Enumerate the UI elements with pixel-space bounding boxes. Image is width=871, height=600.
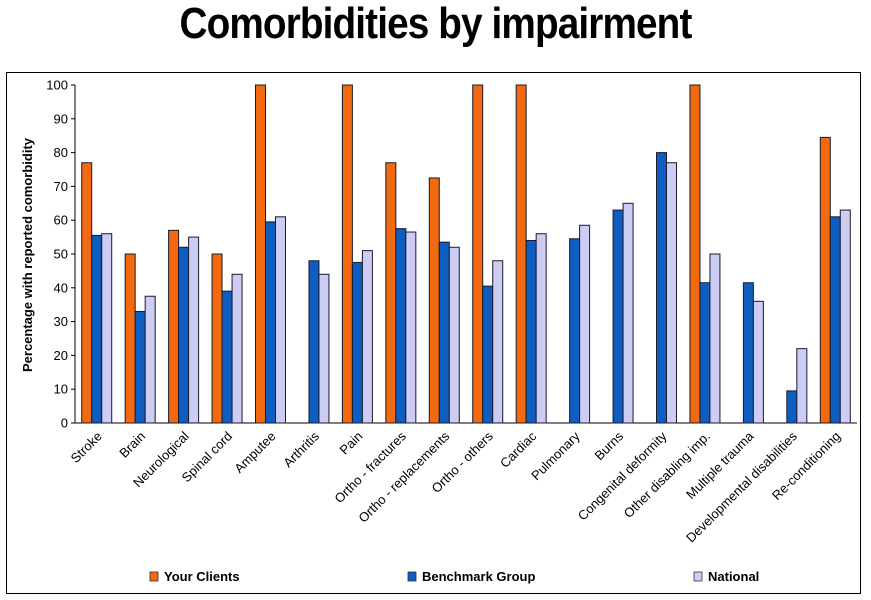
y-tick-label: 0 bbox=[61, 416, 68, 431]
legend-label: National bbox=[708, 569, 759, 584]
bar-benchmark-group bbox=[351, 261, 363, 424]
x-tick-label: Burns bbox=[592, 428, 627, 463]
bar-benchmark-group bbox=[308, 260, 320, 424]
chart-title: Comorbidities by impairment bbox=[179, 0, 693, 48]
legend-label: Benchmark Group bbox=[422, 569, 535, 584]
bar-national bbox=[448, 246, 460, 424]
bar-benchmark-group bbox=[742, 282, 754, 424]
bar-benchmark-group bbox=[656, 152, 667, 424]
bar-your-clients bbox=[428, 177, 440, 424]
y-tick-label: 40 bbox=[54, 280, 68, 295]
bar-benchmark-group bbox=[482, 285, 494, 424]
bars bbox=[81, 84, 851, 424]
bar-national bbox=[839, 209, 851, 424]
x-tick-label: Cardiac bbox=[497, 428, 540, 471]
bar-your-clients bbox=[81, 162, 93, 424]
bar-benchmark-group bbox=[569, 238, 581, 424]
bar-national bbox=[188, 236, 200, 424]
x-tick-label: Arthritis bbox=[280, 428, 322, 470]
bar-benchmark-group bbox=[178, 246, 190, 424]
y-tick-label: 90 bbox=[54, 111, 68, 126]
bar-your-clients bbox=[211, 253, 223, 424]
y-tick-label: 80 bbox=[54, 145, 68, 160]
bar-national bbox=[275, 216, 286, 424]
bar-national bbox=[535, 233, 547, 424]
y-tick-label: 30 bbox=[54, 314, 68, 329]
bar-national bbox=[492, 260, 504, 424]
bar-benchmark-group bbox=[265, 221, 276, 424]
y-tick-label: 60 bbox=[54, 213, 68, 228]
bar-benchmark-group bbox=[786, 390, 798, 424]
bar-your-clients bbox=[341, 84, 353, 424]
legend: Your Clients Benchmark Group National bbox=[149, 569, 759, 584]
bar-national bbox=[666, 162, 677, 424]
bar-your-clients bbox=[255, 84, 266, 424]
y-tick-label: 50 bbox=[54, 247, 68, 262]
y-tick-label: 10 bbox=[54, 382, 68, 397]
bar-your-clients bbox=[168, 229, 180, 424]
bar-national bbox=[318, 273, 330, 424]
x-tick-label: Brain bbox=[116, 429, 148, 461]
x-tick-label: Amputee bbox=[231, 429, 278, 476]
legend-swatch bbox=[407, 571, 417, 582]
y-axis: 0 10 20 30 40 50 60 70 80 90 100 bbox=[46, 78, 857, 431]
bar-national bbox=[101, 233, 113, 424]
bar-national bbox=[405, 231, 417, 424]
legend-label: Your Clients bbox=[164, 569, 240, 584]
bar-national bbox=[796, 348, 808, 424]
bar-benchmark-group bbox=[829, 216, 841, 424]
y-axis-label: Percentage with reported comorbidity bbox=[20, 137, 35, 372]
y-tick-label: 100 bbox=[46, 78, 68, 93]
bar-benchmark-group bbox=[438, 241, 450, 424]
bar-your-clients bbox=[515, 84, 527, 424]
bar-your-clients bbox=[689, 84, 701, 424]
bar-national bbox=[361, 250, 373, 424]
bar-national bbox=[709, 253, 721, 424]
bar-benchmark-group bbox=[612, 209, 624, 424]
bar-national bbox=[144, 295, 156, 424]
bar-benchmark-group bbox=[134, 310, 146, 424]
bar-benchmark-group bbox=[395, 228, 407, 424]
x-tick-label: Stroke bbox=[68, 429, 105, 466]
bar-your-clients bbox=[472, 84, 484, 424]
bar-benchmark-group bbox=[91, 234, 103, 424]
bar-national bbox=[622, 202, 634, 424]
chart-frame bbox=[6, 72, 861, 594]
bar-national bbox=[231, 273, 243, 424]
bar-your-clients bbox=[385, 162, 397, 424]
bar-your-clients bbox=[124, 253, 136, 424]
bar-benchmark-group bbox=[525, 239, 537, 424]
legend-swatch bbox=[693, 571, 703, 582]
legend-swatch bbox=[149, 571, 159, 582]
bar-national bbox=[579, 224, 591, 424]
bar-benchmark-group bbox=[221, 290, 233, 424]
bar-national bbox=[752, 300, 764, 424]
y-tick-label: 70 bbox=[54, 179, 68, 194]
x-tick-label: Pain bbox=[336, 429, 365, 458]
bar-benchmark-group bbox=[699, 282, 711, 424]
bar-your-clients bbox=[819, 136, 831, 424]
y-tick-label: 20 bbox=[54, 348, 68, 363]
